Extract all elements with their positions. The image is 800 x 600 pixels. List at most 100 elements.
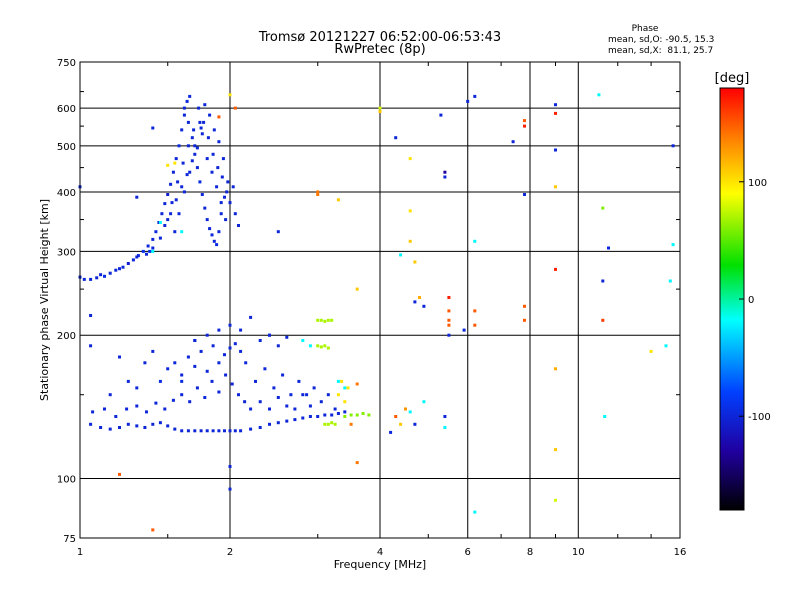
data-point xyxy=(186,355,190,359)
data-point xyxy=(308,415,312,418)
data-point xyxy=(523,304,526,308)
data-point xyxy=(217,140,221,144)
data-point xyxy=(225,190,229,194)
plot-grid xyxy=(80,62,680,538)
data-point xyxy=(447,296,451,299)
data-point xyxy=(603,415,607,418)
data-point xyxy=(228,346,232,350)
data-point xyxy=(389,430,393,434)
data-point xyxy=(473,323,477,327)
y-tick-label: 100 xyxy=(57,475,76,486)
data-point xyxy=(223,195,226,199)
data-point xyxy=(237,393,240,397)
data-point xyxy=(173,161,177,165)
data-point xyxy=(163,202,167,206)
data-point xyxy=(281,373,285,377)
y-tick-label: 75 xyxy=(63,534,76,545)
data-point xyxy=(192,128,196,132)
data-point xyxy=(554,103,557,107)
data-point xyxy=(108,427,112,431)
data-point xyxy=(319,318,323,322)
data-point xyxy=(249,407,253,411)
data-point xyxy=(462,328,466,332)
colorbar-tick-label: 100 xyxy=(748,178,767,189)
data-point xyxy=(219,201,223,205)
data-point xyxy=(217,429,221,433)
data-point xyxy=(99,273,103,277)
data-point xyxy=(554,148,557,152)
data-point xyxy=(180,379,184,383)
data-point xyxy=(443,426,447,429)
data-point xyxy=(166,163,170,167)
data-point xyxy=(217,361,221,365)
data-point xyxy=(408,157,412,161)
data-point xyxy=(466,99,470,103)
data-point xyxy=(336,198,340,202)
data-point xyxy=(199,349,203,353)
data-point xyxy=(158,421,162,425)
data-point xyxy=(208,113,212,117)
data-point xyxy=(343,410,347,414)
data-point xyxy=(180,230,184,234)
data-point xyxy=(221,157,225,161)
data-point xyxy=(99,426,103,429)
data-point xyxy=(108,393,112,397)
data-point xyxy=(308,404,312,408)
data-point xyxy=(205,429,209,433)
data-point xyxy=(170,201,174,205)
data-point xyxy=(169,212,173,216)
data-point xyxy=(326,422,330,426)
data-point xyxy=(166,367,170,371)
data-point xyxy=(258,400,262,404)
data-point xyxy=(355,287,359,291)
data-point xyxy=(343,386,347,390)
data-point xyxy=(217,230,221,234)
data-point xyxy=(447,309,451,313)
data-point xyxy=(91,410,95,414)
data-point xyxy=(190,136,194,140)
data-point xyxy=(418,296,421,299)
data-point xyxy=(285,404,289,408)
data-point xyxy=(211,152,215,156)
data-point xyxy=(664,344,668,348)
stats-line-o: mean, sd,O: -90.5, 15.3 xyxy=(608,35,714,45)
y-tick-label: 400 xyxy=(57,188,76,199)
data-point xyxy=(135,424,139,428)
data-point xyxy=(554,267,557,271)
data-point xyxy=(114,268,118,272)
colorbar-ticks: 100 0 -100 xyxy=(739,178,771,423)
data-point xyxy=(206,136,210,140)
data-point xyxy=(276,421,280,425)
data-point xyxy=(217,115,221,119)
data-point xyxy=(285,419,289,423)
data-point xyxy=(174,157,178,161)
data-point xyxy=(151,528,155,532)
data-point xyxy=(188,400,192,404)
data-point xyxy=(188,170,192,174)
data-point xyxy=(136,254,140,258)
data-point xyxy=(198,180,202,184)
data-point xyxy=(597,93,601,97)
data-point xyxy=(443,415,447,418)
data-point xyxy=(554,498,557,502)
data-point xyxy=(154,401,158,405)
data-point xyxy=(249,427,253,431)
data-point xyxy=(276,230,280,234)
data-point xyxy=(103,407,106,411)
data-point xyxy=(118,267,121,271)
data-point xyxy=(336,412,340,415)
data-point xyxy=(180,373,184,377)
data-point xyxy=(158,236,162,240)
data-point xyxy=(258,426,262,429)
data-point xyxy=(177,144,181,148)
data-point xyxy=(151,349,155,353)
data-point xyxy=(319,345,323,349)
data-point xyxy=(323,344,327,348)
x-tick-label: 2 xyxy=(227,547,233,558)
data-point xyxy=(301,393,305,397)
data-point xyxy=(607,246,610,250)
data-point xyxy=(186,120,190,124)
data-point xyxy=(333,422,337,426)
data-point xyxy=(523,124,526,128)
